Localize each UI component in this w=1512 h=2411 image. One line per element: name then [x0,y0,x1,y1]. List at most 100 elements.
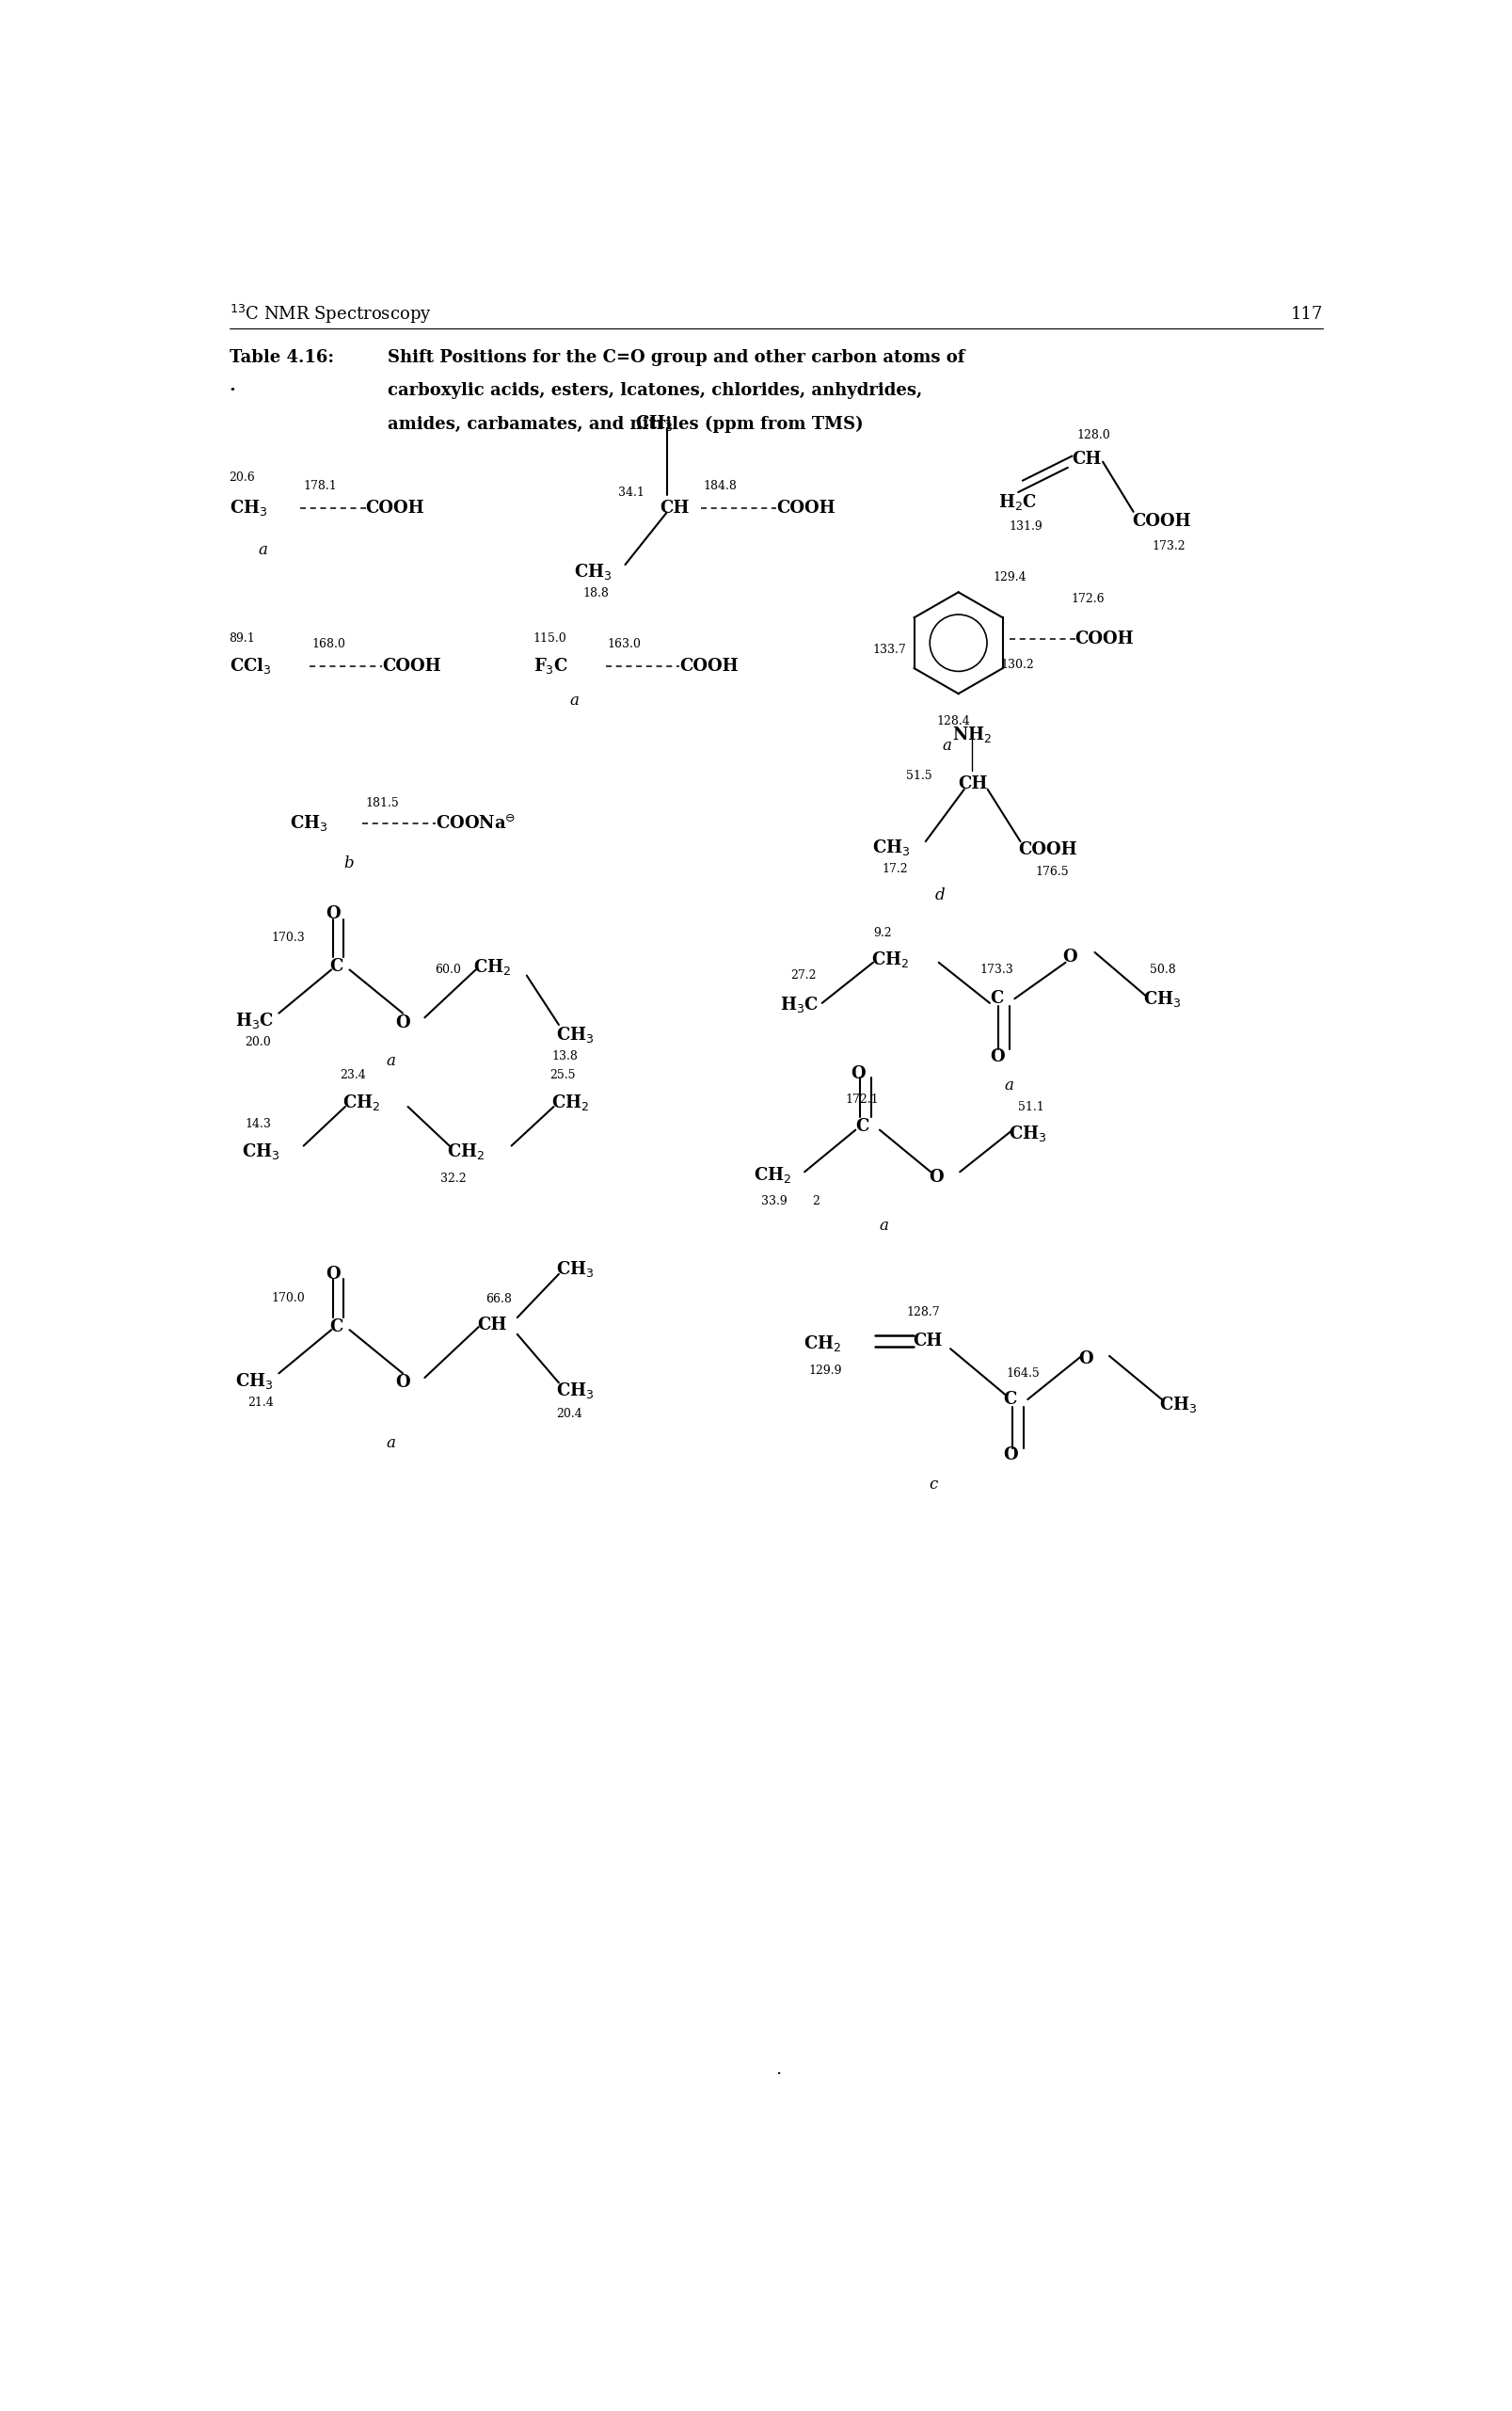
Text: a: a [942,738,951,755]
Text: 21.4: 21.4 [248,1396,274,1408]
Text: COOH: COOH [1131,514,1190,530]
Text: COOH: COOH [366,499,425,516]
Text: 25.5: 25.5 [549,1070,575,1083]
Text: 17.2: 17.2 [881,863,907,875]
Text: 13.8: 13.8 [552,1051,578,1063]
Text: COOH: COOH [1018,841,1077,858]
Text: 51.5: 51.5 [906,769,931,784]
Text: O: O [850,1066,865,1083]
Text: CH$_3$: CH$_3$ [1158,1394,1196,1415]
Text: 163.0: 163.0 [608,639,641,651]
Text: CH$_3$: CH$_3$ [555,1259,594,1278]
Text: 128.7: 128.7 [906,1307,939,1319]
Text: CH$_3$: CH$_3$ [242,1143,280,1162]
Text: 181.5: 181.5 [366,798,399,810]
Text: 14.3: 14.3 [245,1119,271,1131]
Text: amides, carbamates, and nitriles (ppm from TMS): amides, carbamates, and nitriles (ppm fr… [387,415,863,432]
Text: F$_3$C: F$_3$C [532,656,567,675]
Text: O: O [325,1266,340,1283]
Text: 33.9: 33.9 [761,1196,786,1208]
Text: COOH: COOH [1075,632,1134,649]
Text: C: C [330,1319,343,1336]
Text: 129.4: 129.4 [993,571,1027,583]
Text: 9.2: 9.2 [872,928,891,940]
Text: 173.2: 173.2 [1151,540,1184,552]
Text: Shift Positions for the C=O group and other carbon atoms of: Shift Positions for the C=O group and ot… [387,350,965,366]
Text: NH$_2$: NH$_2$ [953,723,992,745]
Text: 27.2: 27.2 [791,969,816,981]
Text: 20.0: 20.0 [245,1037,271,1049]
Text: 130.2: 130.2 [999,658,1034,670]
Text: C: C [1002,1391,1016,1408]
Text: a: a [878,1218,889,1234]
Text: Table 4.16:: Table 4.16: [230,350,334,366]
Text: 18.8: 18.8 [582,588,609,600]
Text: 60.0: 60.0 [434,964,461,976]
Text: CH$_3$: CH$_3$ [635,412,673,432]
Text: 115.0: 115.0 [532,632,567,644]
Text: CH: CH [957,774,987,791]
Text: 129.9: 129.9 [809,1365,842,1377]
Text: 172.1: 172.1 [845,1092,878,1107]
Text: O: O [989,1049,1004,1066]
Text: CH$_2$: CH$_2$ [552,1092,590,1111]
Text: CH: CH [912,1333,942,1350]
Text: O: O [928,1169,942,1186]
Text: 34.1: 34.1 [617,487,644,499]
Text: H$_3$C: H$_3$C [779,996,818,1015]
Text: O: O [395,1015,410,1032]
Text: C: C [856,1119,868,1136]
Text: .: . [776,2061,780,2078]
Text: 89.1: 89.1 [230,632,256,644]
Text: 117: 117 [1290,306,1321,323]
Text: C: C [330,957,343,976]
Text: H$_3$C: H$_3$C [234,1010,274,1029]
Text: 131.9: 131.9 [1009,521,1042,533]
Text: a: a [386,1435,395,1451]
Text: 128.4: 128.4 [936,716,969,728]
Text: $^{13}$C NMR Spectroscopy: $^{13}$C NMR Spectroscopy [230,304,431,325]
Text: CH$_3$: CH$_3$ [573,562,612,581]
Text: CH: CH [659,499,688,516]
Text: CH$_3$: CH$_3$ [555,1025,594,1044]
Text: 20.6: 20.6 [230,473,256,485]
Text: 172.6: 172.6 [1070,593,1104,605]
Text: CH$_3$: CH$_3$ [290,813,328,834]
Text: 178.1: 178.1 [304,480,337,492]
Text: 184.8: 184.8 [703,480,736,492]
Text: CH$_2$: CH$_2$ [448,1143,485,1162]
Text: O: O [1078,1350,1093,1367]
Text: 133.7: 133.7 [872,644,906,656]
Text: O: O [395,1374,410,1391]
Text: COOH: COOH [383,658,442,675]
Text: H$_2$C: H$_2$C [998,492,1037,511]
Text: 2: 2 [812,1196,818,1208]
Text: c: c [928,1476,936,1492]
Text: 50.8: 50.8 [1149,964,1175,976]
Text: a: a [1004,1078,1013,1095]
Text: CH: CH [476,1316,507,1333]
Text: C: C [989,991,1002,1008]
Text: 20.4: 20.4 [555,1408,582,1420]
Text: CH$_2$: CH$_2$ [753,1165,791,1184]
Text: 23.4: 23.4 [340,1070,366,1083]
Text: 66.8: 66.8 [485,1292,511,1304]
Text: 168.0: 168.0 [311,639,345,651]
Text: COOH: COOH [679,658,738,675]
Text: a: a [570,692,579,709]
Text: d: d [934,887,945,904]
Text: CH$_2$: CH$_2$ [871,950,909,969]
Text: 173.3: 173.3 [980,964,1013,976]
Text: 170.0: 170.0 [271,1292,305,1304]
Text: b: b [343,856,354,870]
Text: CH$_3$: CH$_3$ [1142,989,1181,1008]
Text: 32.2: 32.2 [440,1174,466,1186]
Text: CH: CH [1070,451,1101,468]
Text: a: a [259,542,268,559]
Text: a: a [386,1054,395,1068]
Text: CH$_3$: CH$_3$ [555,1379,594,1401]
Text: CH$_3$: CH$_3$ [1009,1124,1046,1143]
Text: carboxylic acids, esters, lcatones, chlorides, anhydrides,: carboxylic acids, esters, lcatones, chlo… [387,383,921,400]
Text: CH$_3$: CH$_3$ [872,837,910,858]
Text: O: O [1002,1447,1018,1463]
